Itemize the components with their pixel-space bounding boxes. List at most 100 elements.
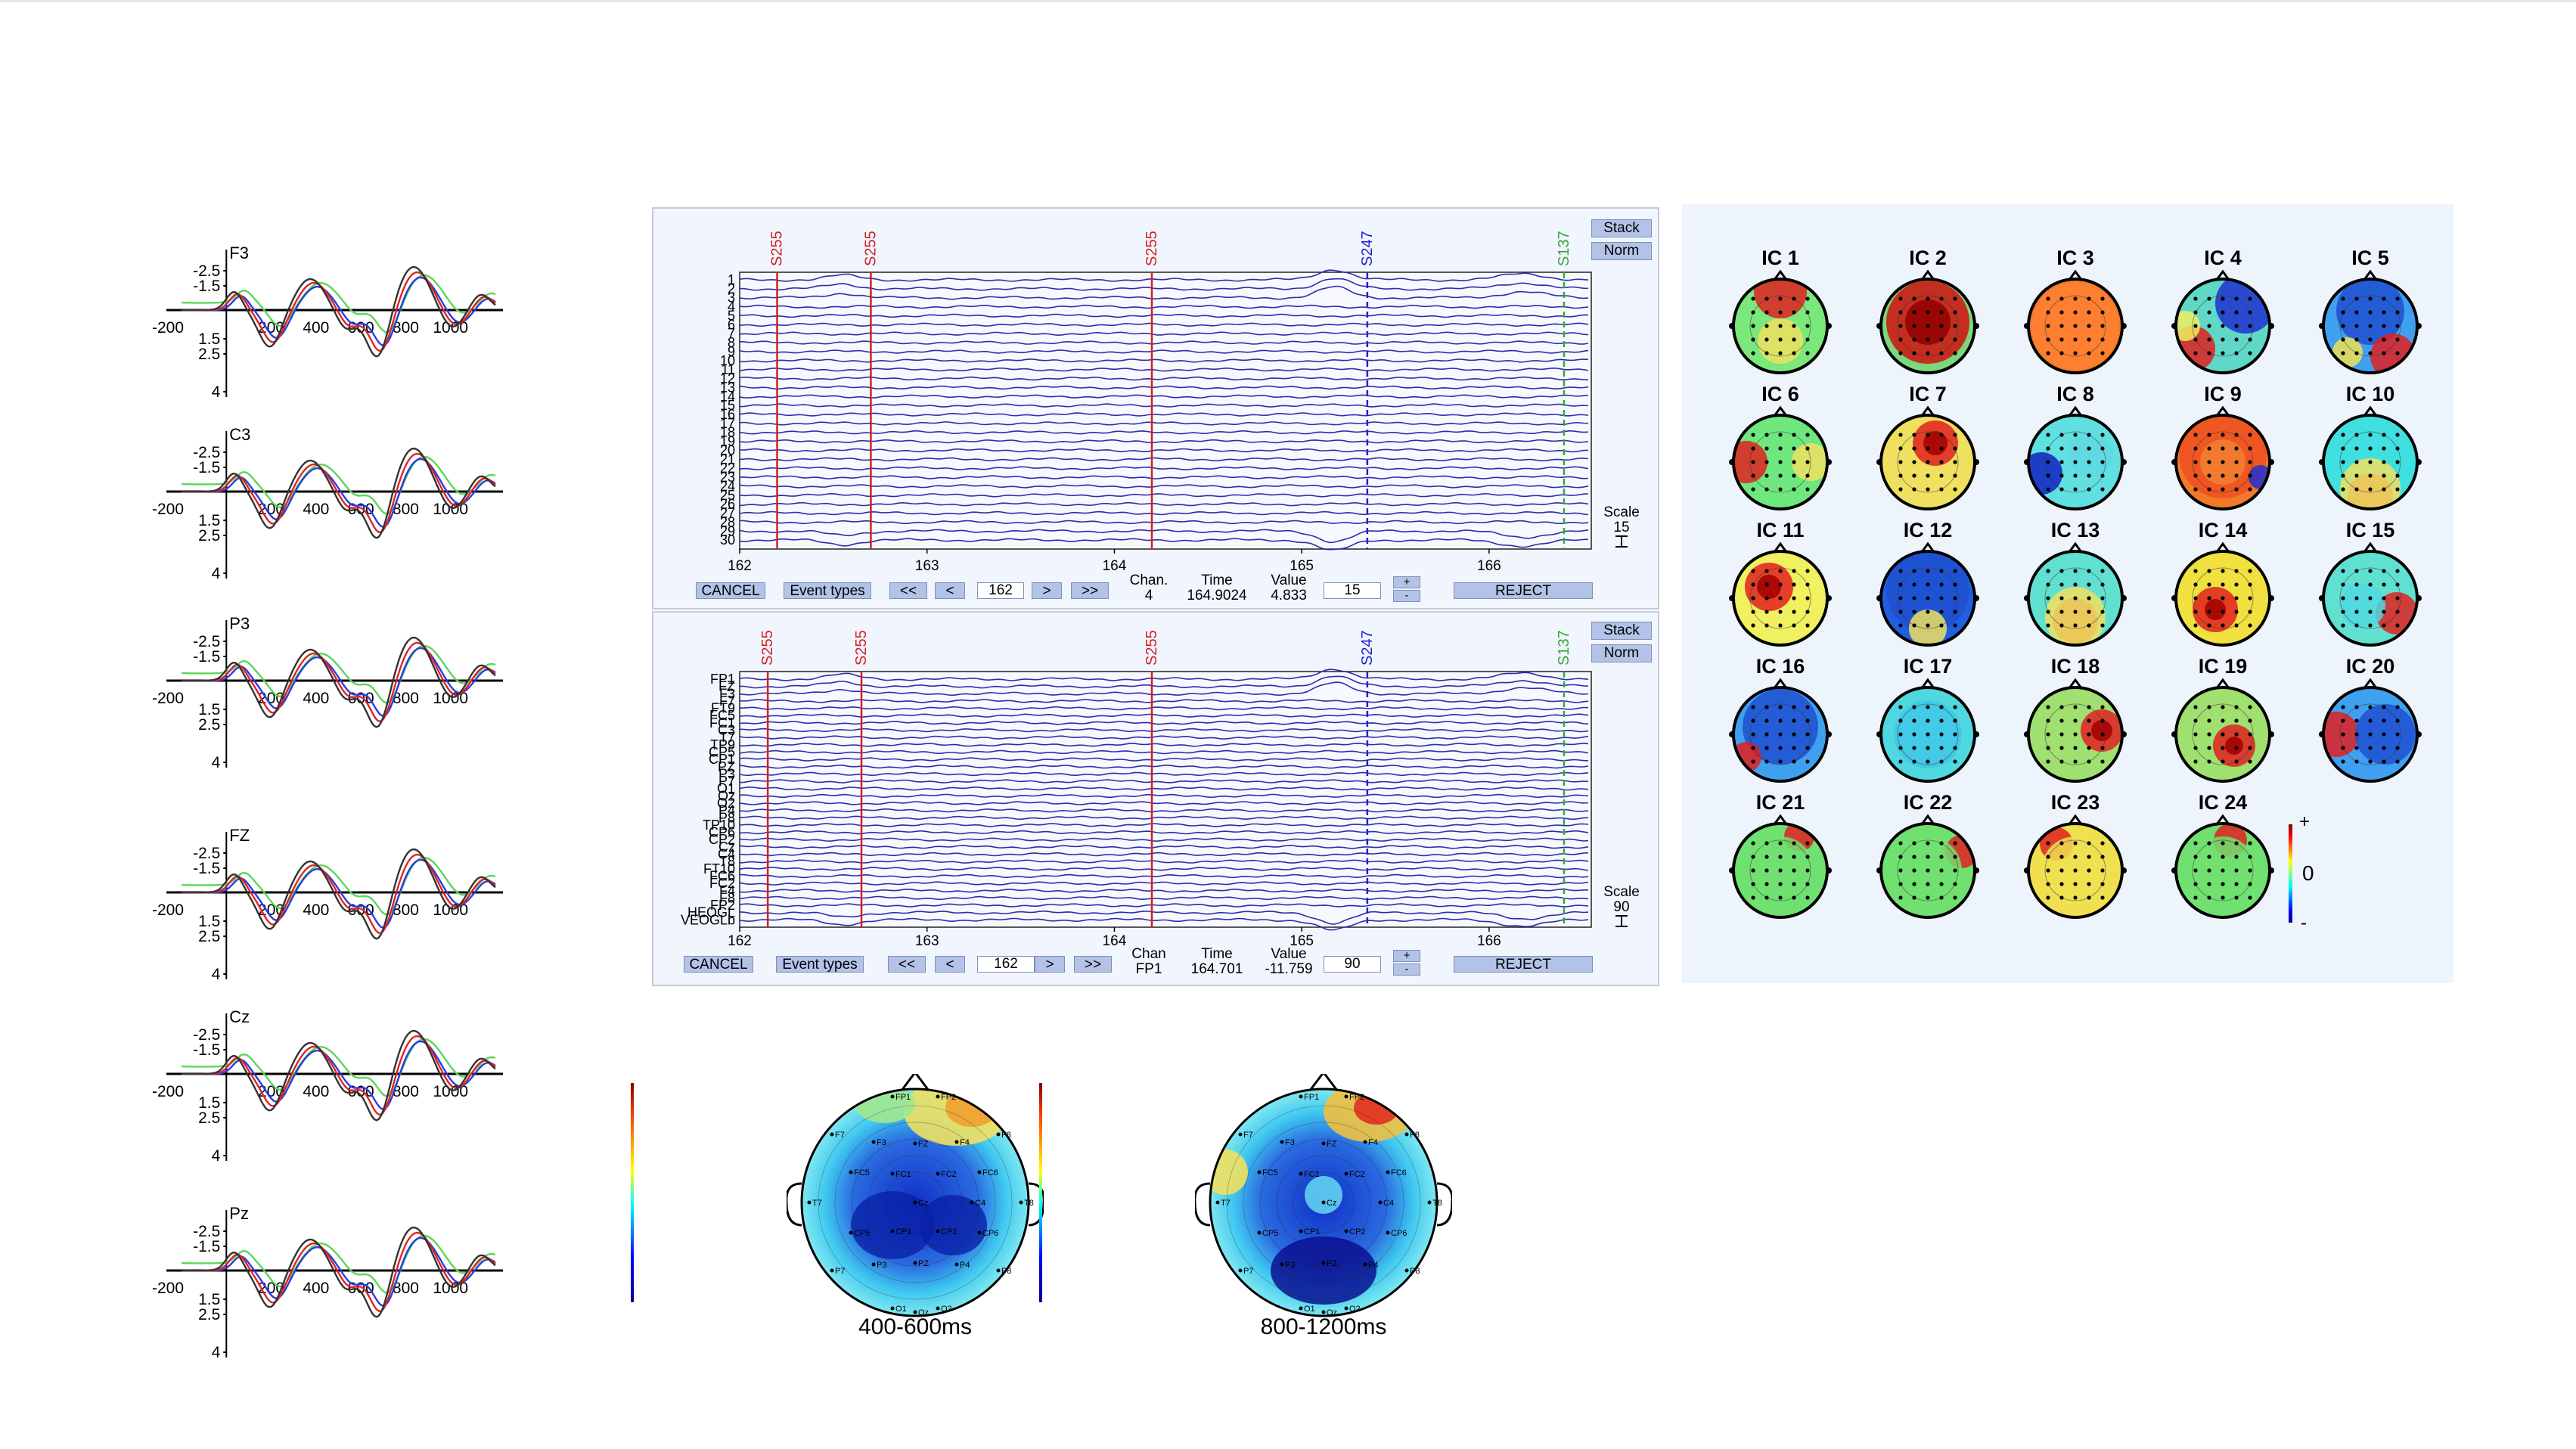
electrode-label: CP6 [982,1229,998,1238]
eeg-trace [739,529,1589,544]
y-tick-label: 1.5 [198,512,220,529]
ic-topomap[interactable] [2019,541,2132,655]
scalp-topomap[interactable]: FP1 FP2 F7 F3 FZ F4 F8 FC5 FC1 FC2 FC6 T7 Cz C4 T8 CP5 C… [1195,1074,1452,1331]
ic-topomap[interactable] [2019,678,2132,791]
electrode-label: PZ [1327,1259,1337,1268]
stack-button[interactable]: Stack [1591,219,1652,237]
ic-topomap[interactable] [2166,541,2280,655]
scale-input[interactable]: 90 [1324,956,1381,973]
eeg-trace-plot[interactable]: FP1FZF3F7FT9FC5FC1C3T7TP9CP5CP1PZP3P7O1O… [653,613,1658,953]
channel-label: FC5 [709,708,735,723]
electrode-dot [890,1094,895,1099]
ic-topomap[interactable] [2019,814,2132,927]
position-input[interactable]: 162 [977,582,1024,599]
electrode-dot [890,1306,895,1311]
y-tick-label: -1.5 [193,1041,220,1059]
reject-button[interactable]: REJECT [1454,582,1593,599]
nav-next-fast-button[interactable]: >> [1074,956,1112,973]
nav-prev-fast-button[interactable]: << [889,582,927,599]
electrode-dot [936,1094,940,1099]
electrode-label: P4 [1368,1261,1378,1270]
scale-plus-button[interactable]: + [1393,576,1420,588]
channel-label: 12 [720,371,735,386]
eeg-trace [739,484,1589,489]
ic-topomap[interactable] [1871,814,1985,927]
norm-button[interactable]: Norm [1591,242,1652,260]
ic-topomap[interactable] [1724,678,1837,791]
ic-topomap[interactable] [2314,269,2427,383]
topomap-colorbar [1039,1083,1042,1302]
eeg-trace [739,376,1589,381]
ic-topomap[interactable] [2166,814,2280,927]
electrode-label: FC5 [854,1168,870,1178]
channel-label: F3 [719,686,735,701]
reject-button[interactable]: REJECT [1454,956,1593,973]
ic-topomap[interactable] [1871,541,1985,655]
channel-label: 25 [720,488,735,503]
ic-topomap[interactable] [1724,814,1837,927]
channel-label: P7 [718,774,735,789]
scalp-topomap[interactable]: FP1 FP2 F7 F3 FZ F4 F8 FC5 FC1 FC2 FC6 T7 Cz C4 T8 CP5 C… [787,1074,1044,1331]
channel-label: C4 [718,847,735,862]
eeg-scroll-window-channels: 1 2 3 4 5 6 7 8 9 10 11 12 13 14 15 16 17 18 19 20 21 22 23 24 2… [652,207,1659,610]
ic-topomap[interactable] [2019,405,2132,519]
ic-topomap[interactable] [2166,678,2280,791]
nav-prev-button[interactable]: < [935,582,965,599]
y-tick-label: 1.5 [198,1094,220,1112]
y-tick-label: 4 [212,754,221,771]
nav-prev-button[interactable]: < [935,956,965,973]
erp-waveform [182,848,496,940]
ic-topomap[interactable] [2314,678,2427,791]
ic-topomap[interactable] [2166,405,2280,519]
electrode-dot [807,1200,812,1205]
ic-title: IC 14 [2198,519,2248,541]
ic-topomap[interactable] [2019,269,2132,383]
ic-topomap[interactable] [1871,269,1985,383]
ic-topomap[interactable] [1871,405,1985,519]
nav-prev-fast-button[interactable]: << [888,956,926,973]
cancel-button[interactable]: CANCEL [696,582,765,599]
ic-topomap[interactable] [2166,269,2280,383]
x-tick-label: 400 [303,690,329,707]
event-types-button[interactable]: Event types [784,582,871,599]
electrode-label: P4 [960,1261,970,1270]
ic-topomap[interactable] [2314,541,2427,655]
scale-minus-button[interactable]: - [1393,963,1420,976]
erp-waveform [181,274,496,334]
scale-plus-button[interactable]: + [1393,950,1420,962]
ic-topomap[interactable] [1724,405,1837,519]
eeg-trace-plot[interactable]: 1234567891011121314151617181920212223242… [653,209,1658,572]
time-tick-label: 164 [1103,933,1127,949]
electrode-label: Oz [1327,1308,1337,1317]
y-tick-label: 2.5 [198,527,220,545]
electrode-dot [913,1310,917,1314]
ic-topomap[interactable] [1871,678,1985,791]
electrode-dot [1257,1170,1262,1174]
event-types-button[interactable]: Event types [776,956,864,973]
scale-input[interactable]: 15 [1324,582,1381,599]
channel-label: T8 [719,854,735,869]
nav-next-fast-button[interactable]: >> [1071,582,1109,599]
erp-waveform [182,452,496,533]
stack-button[interactable]: Stack [1591,622,1652,640]
nav-next-button[interactable]: > [1035,956,1065,973]
norm-button[interactable]: Norm [1591,644,1652,662]
erp-waveform [182,641,496,722]
position-input[interactable]: 162 [977,956,1035,973]
time-tick-label: 162 [728,558,752,572]
electrode-dot [1344,1094,1349,1099]
cancel-button[interactable]: CANCEL [684,956,753,973]
ic-title: IC 17 [1903,655,1953,678]
nav-next-button[interactable]: > [1032,582,1062,599]
electrode-dot [1299,1229,1303,1233]
eeg-trace [739,764,1589,769]
ic-topomap[interactable] [1724,269,1837,383]
channel-label: 23 [720,470,735,485]
x-tick-label: 400 [303,901,329,919]
scale-minus-button[interactable]: - [1393,590,1420,602]
ic-topomap[interactable] [1724,541,1837,655]
channel-label: 15 [720,398,735,413]
channel-label: 28 [720,514,735,529]
y-tick-label: 2.5 [198,716,220,734]
ic-topomap[interactable] [2314,405,2427,519]
